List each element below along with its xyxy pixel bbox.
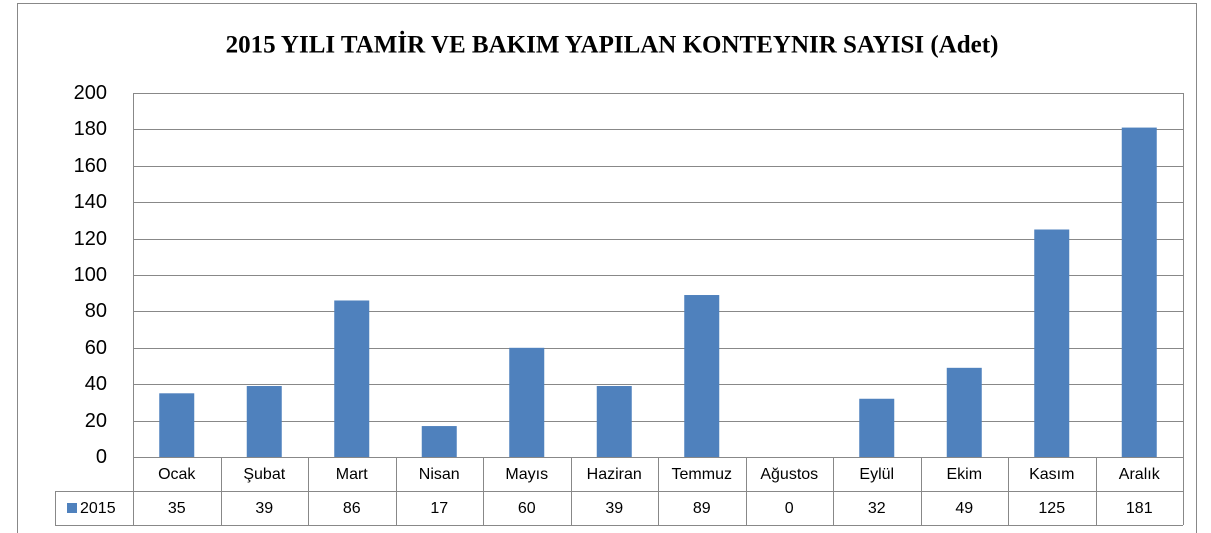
bar <box>159 393 195 457</box>
table-value: 39 <box>605 500 623 517</box>
x-tick-label: Eylül <box>859 466 894 483</box>
bar <box>1034 229 1070 457</box>
bar <box>1121 127 1157 457</box>
x-tick-label: Aralık <box>1119 466 1161 483</box>
chart-title: 2015 YILI TAMİR VE BAKIM YAPILAN KONTEYN… <box>226 31 999 59</box>
x-tick-label: Nisan <box>419 466 460 483</box>
table-value: 17 <box>430 500 448 517</box>
x-tick-label: Kasım <box>1029 466 1074 483</box>
y-tick-label: 60 <box>85 337 107 359</box>
y-tick-label: 80 <box>85 300 107 322</box>
legend-label: 2015 <box>80 500 116 517</box>
legend-swatch <box>67 503 77 513</box>
y-tick-label: 160 <box>74 155 107 177</box>
table-value: 49 <box>955 500 973 517</box>
table-value: 60 <box>518 500 536 517</box>
bar <box>596 386 632 457</box>
table-value: 86 <box>343 500 361 517</box>
table-value: 89 <box>693 500 711 517</box>
y-tick-label: 20 <box>85 410 107 432</box>
y-tick-label: 40 <box>85 373 107 395</box>
y-tick-label: 100 <box>74 264 107 286</box>
y-tick-label: 0 <box>96 446 107 468</box>
bar <box>946 367 982 457</box>
bar <box>859 398 895 457</box>
x-tick-label: Mart <box>336 466 369 483</box>
x-tick-label: Temmuz <box>672 466 732 483</box>
table-value: 181 <box>1126 500 1153 517</box>
bar <box>509 347 545 457</box>
y-tick-label: 140 <box>74 191 107 213</box>
table-value: 32 <box>868 500 886 517</box>
x-tick-label: Ekim <box>946 466 982 483</box>
x-tick-label: Ocak <box>158 466 196 483</box>
table-value: 35 <box>168 500 186 517</box>
table-value: 125 <box>1038 500 1065 517</box>
bar <box>334 300 370 457</box>
y-tick-label: 120 <box>74 228 107 250</box>
x-tick-label: Şubat <box>243 466 285 483</box>
bar <box>684 295 720 457</box>
y-tick-label: 180 <box>74 118 107 140</box>
x-tick-label: Ağustos <box>760 466 818 483</box>
x-tick-label: Haziran <box>587 466 642 483</box>
table-value: 0 <box>785 500 794 517</box>
bar <box>246 386 282 457</box>
table-value: 39 <box>255 500 273 517</box>
y-tick-label: 200 <box>74 82 107 104</box>
bar <box>421 426 457 457</box>
x-tick-label: Mayıs <box>505 466 548 483</box>
